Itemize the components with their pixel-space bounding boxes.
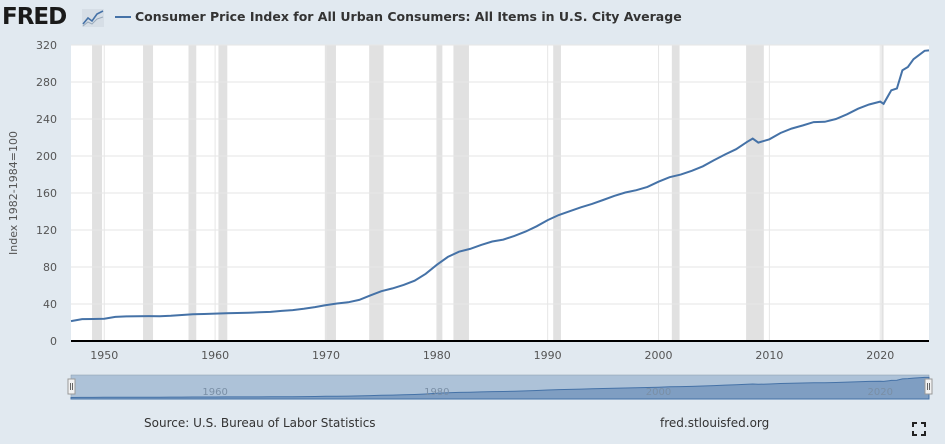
x-axis-ticks: 1950 1960 1970 1980 1990 2000 2010 2020 (90, 349, 894, 362)
navigator-tick-label: 1980 (424, 387, 449, 398)
x-tick-label: 1980 (423, 349, 451, 362)
chart-area: 0 40 80 120 160 200 240 280 320 1950 1960 1970 1980… (7, 39, 930, 362)
range-navigator[interactable]: 1960 1980 2000 2020 (0, 370, 945, 404)
y-axis-ticks: 0 40 80 120 160 200 240 280 320 (36, 39, 57, 348)
x-tick-label: 2010 (755, 349, 783, 362)
x-tick-label: 1950 (90, 349, 118, 362)
y-tick-label: 280 (36, 76, 57, 89)
legend-swatch (115, 16, 131, 18)
navigator-ticks: 1960 1980 2000 2020 (202, 387, 893, 398)
fullscreen-icon[interactable] (912, 422, 926, 436)
source-note: Source: U.S. Bureau of Labor Statistics (144, 416, 376, 430)
chart-title: Consumer Price Index for All Urban Consu… (135, 9, 682, 24)
navigator-tick-label: 1960 (202, 387, 227, 398)
navigator-tick-label: 2020 (867, 387, 892, 398)
grid-lines (71, 44, 929, 341)
y-tick-label: 0 (50, 335, 57, 348)
navigator-tick-label: 2000 (646, 387, 671, 398)
navigator-left-handle[interactable] (67, 378, 76, 395)
series-line[interactable] (70, 49, 930, 323)
y-tick-label: 200 (36, 150, 57, 163)
y-tick-label: 320 (36, 39, 57, 52)
y-tick-label: 240 (36, 113, 57, 126)
x-tick-label: 1990 (534, 349, 562, 362)
y-tick-label: 40 (43, 298, 57, 311)
x-tick-label: 2020 (866, 349, 894, 362)
navigator-right-handle[interactable] (924, 378, 933, 395)
navigator-series (70, 376, 930, 400)
y-axis-label: Index 1982-1984=100 (7, 131, 20, 255)
x-tick-label: 1960 (201, 349, 229, 362)
y-tick-label: 120 (36, 224, 57, 237)
y-tick-label: 80 (43, 261, 57, 274)
line-chart-icon (82, 9, 104, 27)
fred-logo[interactable]: FRED (2, 4, 67, 30)
x-tick-label: 2000 (645, 349, 673, 362)
y-tick-label: 160 (36, 187, 57, 200)
x-tick-label: 1970 (312, 349, 340, 362)
chart-header: FRED Consumer Price Index for All Urban … (0, 0, 945, 36)
site-link[interactable]: fred.stlouisfed.org (660, 416, 770, 430)
